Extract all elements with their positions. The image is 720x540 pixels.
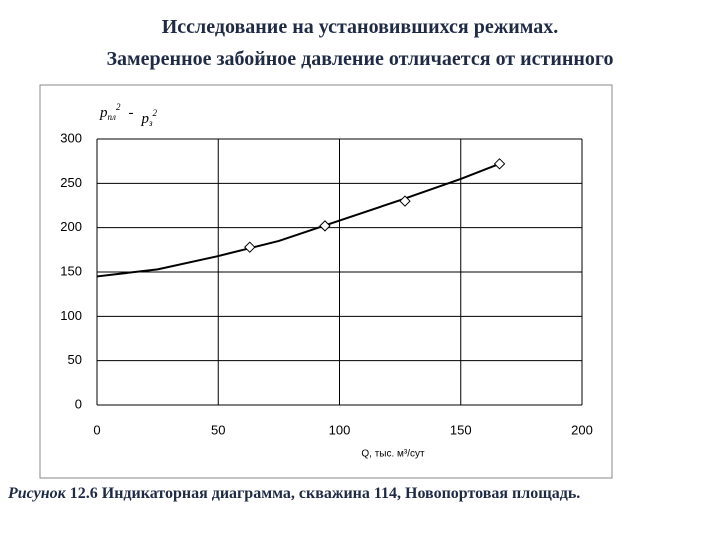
y-label-part: -	[128, 105, 133, 121]
y-tick-label: 200	[60, 219, 82, 234]
y-tick-label: 50	[68, 352, 82, 367]
data-point	[493, 158, 506, 170]
x-axis-label: Q, тыс. м³/сут	[361, 449, 425, 460]
y-label-part: p	[140, 111, 149, 127]
data-point	[244, 241, 256, 253]
caption-text: 12.6 Индикаторная диаграмма, скважина 11…	[65, 485, 581, 502]
y-label-part: p	[99, 105, 108, 121]
y-tick-label: 150	[60, 263, 82, 278]
curve	[96, 162, 500, 278]
y-axis-label: pпл2- pз2	[99, 102, 157, 128]
caption: Рисунок 12.6 Индикаторная диаграмма, скв…	[8, 482, 658, 506]
y-label-part: 2	[116, 102, 121, 112]
y-tick-label: 250	[60, 175, 82, 190]
title-line: Исследование на установившихся режимах.	[161, 16, 559, 38]
x-tick-label: 0	[93, 422, 100, 437]
y-label-part: пл	[108, 112, 117, 122]
x-tick-label: 100	[329, 422, 351, 437]
data-point	[319, 220, 331, 232]
caption-label: Рисунок	[8, 485, 66, 502]
y-label-part: 2	[152, 108, 157, 118]
chart-border	[39, 84, 613, 479]
x-tick-label: 50	[211, 422, 225, 437]
title-line: Замеренное забойное давление отличается …	[106, 48, 614, 70]
y-tick-label: 300	[60, 130, 82, 145]
x-tick-label: 200	[571, 422, 593, 437]
y-label-part: з	[148, 118, 153, 128]
y-tick-label: 0	[75, 396, 82, 411]
data-point	[399, 195, 411, 207]
y-tick-label: 100	[60, 308, 82, 323]
x-tick-label: 150	[450, 422, 472, 437]
